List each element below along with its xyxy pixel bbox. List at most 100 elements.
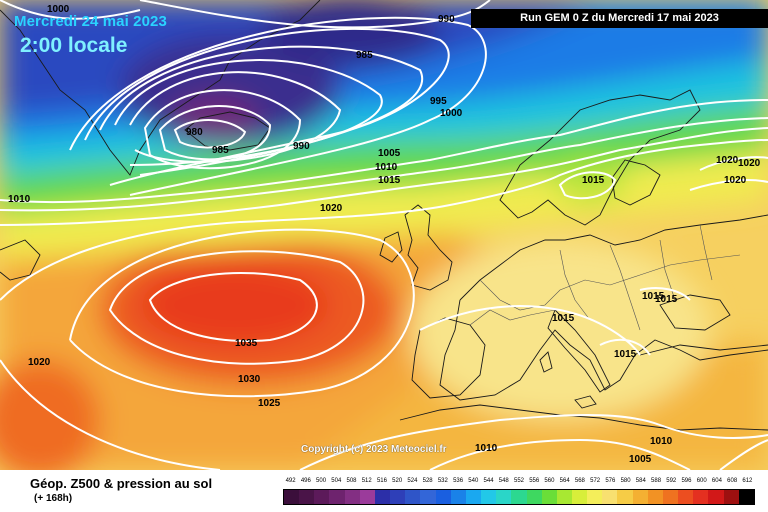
legend-tick: 512 [361,478,372,484]
forecast-time: 2:00 locale [20,34,128,57]
legend-swatch [465,490,482,504]
svg-text:1010: 1010 [475,443,498,454]
legend-swatch [344,490,360,504]
svg-text:1015: 1015 [655,294,678,305]
legend-swatch [541,490,557,504]
legend-tick-labels: 492 496 500 504 508 512 516 520 524 528 532 536 540 5… [283,478,755,490]
legend-swatch [435,490,451,504]
legend-tick: 580 [620,478,631,484]
weather-map: 1000 990 985 980 985 990 995 1000 1005 1… [0,0,768,470]
legend-swatch [329,490,345,504]
legend-swatch [738,490,754,504]
svg-text:980: 980 [186,127,203,138]
legend-swatch [678,490,694,504]
svg-text:1015: 1015 [552,313,575,324]
svg-text:1020: 1020 [724,175,747,186]
legend-swatch [526,490,542,504]
legend-subtitle: (+ 168h) [34,493,73,504]
svg-text:1005: 1005 [378,148,401,159]
svg-text:1015: 1015 [642,291,665,302]
legend-swatch [420,490,436,504]
legend-tick: 576 [605,478,616,484]
svg-text:1030: 1030 [238,374,261,385]
svg-text:1020: 1020 [320,203,343,214]
legend-tick: 524 [407,478,418,484]
legend-swatch [496,490,512,504]
svg-text:990: 990 [438,14,455,25]
legend-swatch [359,490,375,504]
legend-tick: 540 [468,478,479,484]
svg-text:1015: 1015 [582,175,605,186]
legend-tick: 592 [666,478,677,484]
legend-tick: 560 [544,478,555,484]
legend-tick: 568 [574,478,585,484]
legend-tick: 496 [300,478,311,484]
legend-tick: 532 [437,478,448,484]
svg-text:990: 990 [293,141,310,152]
legend-title: Géop. Z500 & pression au sol [30,476,213,491]
legend-tick: 520 [392,478,403,484]
legend-tick: 492 [285,478,296,484]
svg-text:1010: 1010 [8,194,31,205]
legend-swatch [632,490,648,504]
svg-text:1005: 1005 [629,454,652,465]
legend-swatch [450,490,466,504]
legend-tick: 516 [376,478,387,484]
legend-swatch [405,490,421,504]
legend-tick: 504 [331,478,342,484]
legend-swatch [481,490,497,504]
legend-tick: 612 [742,478,753,484]
legend-tick: 544 [483,478,494,484]
svg-text:1015: 1015 [378,175,401,186]
isobars [0,0,768,470]
legend-swatch [693,490,709,504]
svg-text:985: 985 [212,145,229,156]
legend-tick: 548 [498,478,509,484]
legend-tick: 556 [529,478,540,484]
legend-swatch [374,490,391,504]
legend-swatch [647,490,663,504]
legend-tick: 600 [696,478,707,484]
legend-tick: 536 [453,478,464,484]
svg-text:1020: 1020 [738,158,761,169]
legend-tick: 552 [513,478,524,484]
legend-swatch [587,490,603,504]
geopotential-field: 1000 990 985 980 985 990 995 1000 1005 1… [0,0,768,470]
legend-tick: 596 [681,478,692,484]
svg-text:1020: 1020 [28,357,51,368]
svg-text:1000: 1000 [440,108,463,119]
legend-tick: 564 [559,478,570,484]
svg-text:985: 985 [356,50,373,61]
svg-text:1000: 1000 [47,4,70,15]
legend-tick: 500 [316,478,327,484]
copyright-text: Copyright (c) 2023 Meteociel.fr [301,444,447,455]
isobar-labels: 1000 990 985 980 985 990 995 1000 1005 1… [8,4,761,465]
legend-tick: 528 [422,478,433,484]
legend-swatch [723,490,739,504]
svg-text:995: 995 [430,96,447,107]
legend-swatch [662,490,679,504]
legend-tick: 604 [711,478,722,484]
legend-swatch [617,490,633,504]
svg-text:1015: 1015 [614,349,637,360]
svg-text:1010: 1010 [375,162,398,173]
legend-swatch [299,490,315,504]
forecast-date: Mercredi 24 mai 2023 [14,13,167,30]
legend-swatch [556,490,572,504]
legend-swatch [571,490,588,504]
legend-swatch [390,490,406,504]
legend-swatch [602,490,618,504]
svg-text:1020: 1020 [716,155,739,166]
legend-tick: 572 [590,478,601,484]
model-run-banner: Run GEM 0 Z du Mercredi 17 mai 2023 [471,9,768,28]
svg-text:1035: 1035 [235,338,258,349]
svg-text:1010: 1010 [650,436,673,447]
legend-tick: 588 [651,478,662,484]
legend-tick: 508 [346,478,357,484]
legend-swatch [284,490,300,504]
legend-tick: 608 [727,478,738,484]
svg-text:1025: 1025 [258,398,281,409]
legend-color-scale [283,489,755,505]
legend-tick: 584 [635,478,646,484]
legend-swatch [511,490,527,504]
